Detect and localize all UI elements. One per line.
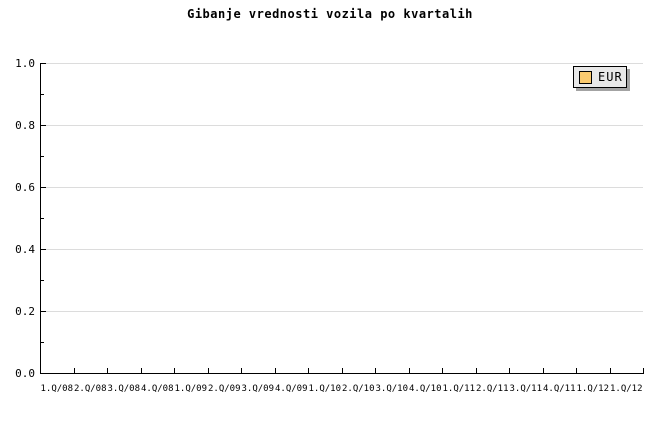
y-major-tick: [41, 125, 46, 126]
legend-label: EUR: [598, 70, 623, 84]
x-tick: [207, 368, 209, 373]
x-tick: [341, 368, 343, 373]
legend: EUR: [573, 66, 627, 88]
x-tick-label: 2.Q/10: [341, 384, 375, 394]
x-tick: [375, 368, 376, 373]
y-minor-tick: [41, 94, 44, 95]
x-tick-label: 4.Q/10: [408, 384, 442, 394]
x-tick: [576, 368, 577, 373]
x-tick: [509, 368, 510, 373]
y-minor-tick: [41, 218, 44, 219]
x-axis-line: [40, 373, 644, 374]
x-tick-label: 1.Q/12: [576, 384, 609, 394]
x-tick: [609, 368, 611, 373]
x-tick: [274, 368, 276, 373]
x-tick: [73, 368, 75, 373]
x-tick-label: 1.Q/12: [609, 384, 643, 394]
y-major-tick: [41, 63, 46, 64]
x-tick: [475, 368, 477, 373]
y-minor-tick: [41, 342, 44, 343]
y-major-tick: [41, 187, 46, 188]
x-tick-label: 1.Q/09: [174, 384, 207, 394]
y-major-tick: [41, 373, 46, 374]
y-gridline: [41, 249, 643, 250]
y-gridline: [41, 311, 643, 312]
y-tick-label: 0.0: [15, 367, 35, 380]
y-tick-label: 0.4: [15, 243, 35, 256]
x-tick-label: 4.Q/09: [274, 384, 308, 394]
x-tick: [174, 368, 175, 373]
x-tick: [442, 368, 443, 373]
x-tick-label: 1.Q/08: [40, 384, 73, 394]
y-axis-line: [40, 63, 41, 374]
x-tick-label: 3.Q/11: [509, 384, 542, 394]
x-tick-label: 4.Q/08: [140, 384, 174, 394]
x-tick-label: 2.Q/09: [207, 384, 241, 394]
x-tick-label: 3.Q/10: [375, 384, 408, 394]
x-tick-label: 2.Q/11: [475, 384, 509, 394]
x-tick: [542, 368, 544, 373]
y-tick-label: 0.2: [15, 305, 35, 318]
y-tick-label: 0.6: [15, 181, 35, 194]
y-gridline: [41, 125, 643, 126]
x-tick-label: 4.Q/11: [542, 384, 576, 394]
chart-title: Gibanje vrednosti vozila po kvartalih: [187, 7, 473, 21]
y-major-tick: [41, 311, 46, 312]
legend-swatch-icon: [579, 70, 592, 84]
x-tick: [107, 368, 108, 373]
x-tick: [140, 368, 142, 373]
y-minor-tick: [41, 156, 44, 157]
y-tick-label: 1.0: [15, 57, 35, 70]
x-tick: [408, 368, 410, 373]
x-tick-label: 3.Q/09: [241, 384, 274, 394]
y-gridline: [41, 187, 643, 188]
x-tick-label: 1.Q/10: [308, 384, 341, 394]
y-gridline: [41, 63, 643, 64]
x-tick-label: 2.Q/08: [73, 384, 107, 394]
y-tick-label: 0.8: [15, 119, 35, 132]
x-tick: [643, 368, 644, 373]
x-tick-label: 1.Q/11: [442, 384, 475, 394]
x-tick: [308, 368, 309, 373]
x-tick-label: 3.Q/08: [107, 384, 140, 394]
y-major-tick: [41, 249, 46, 250]
y-minor-tick: [41, 280, 44, 281]
x-tick: [241, 368, 242, 373]
